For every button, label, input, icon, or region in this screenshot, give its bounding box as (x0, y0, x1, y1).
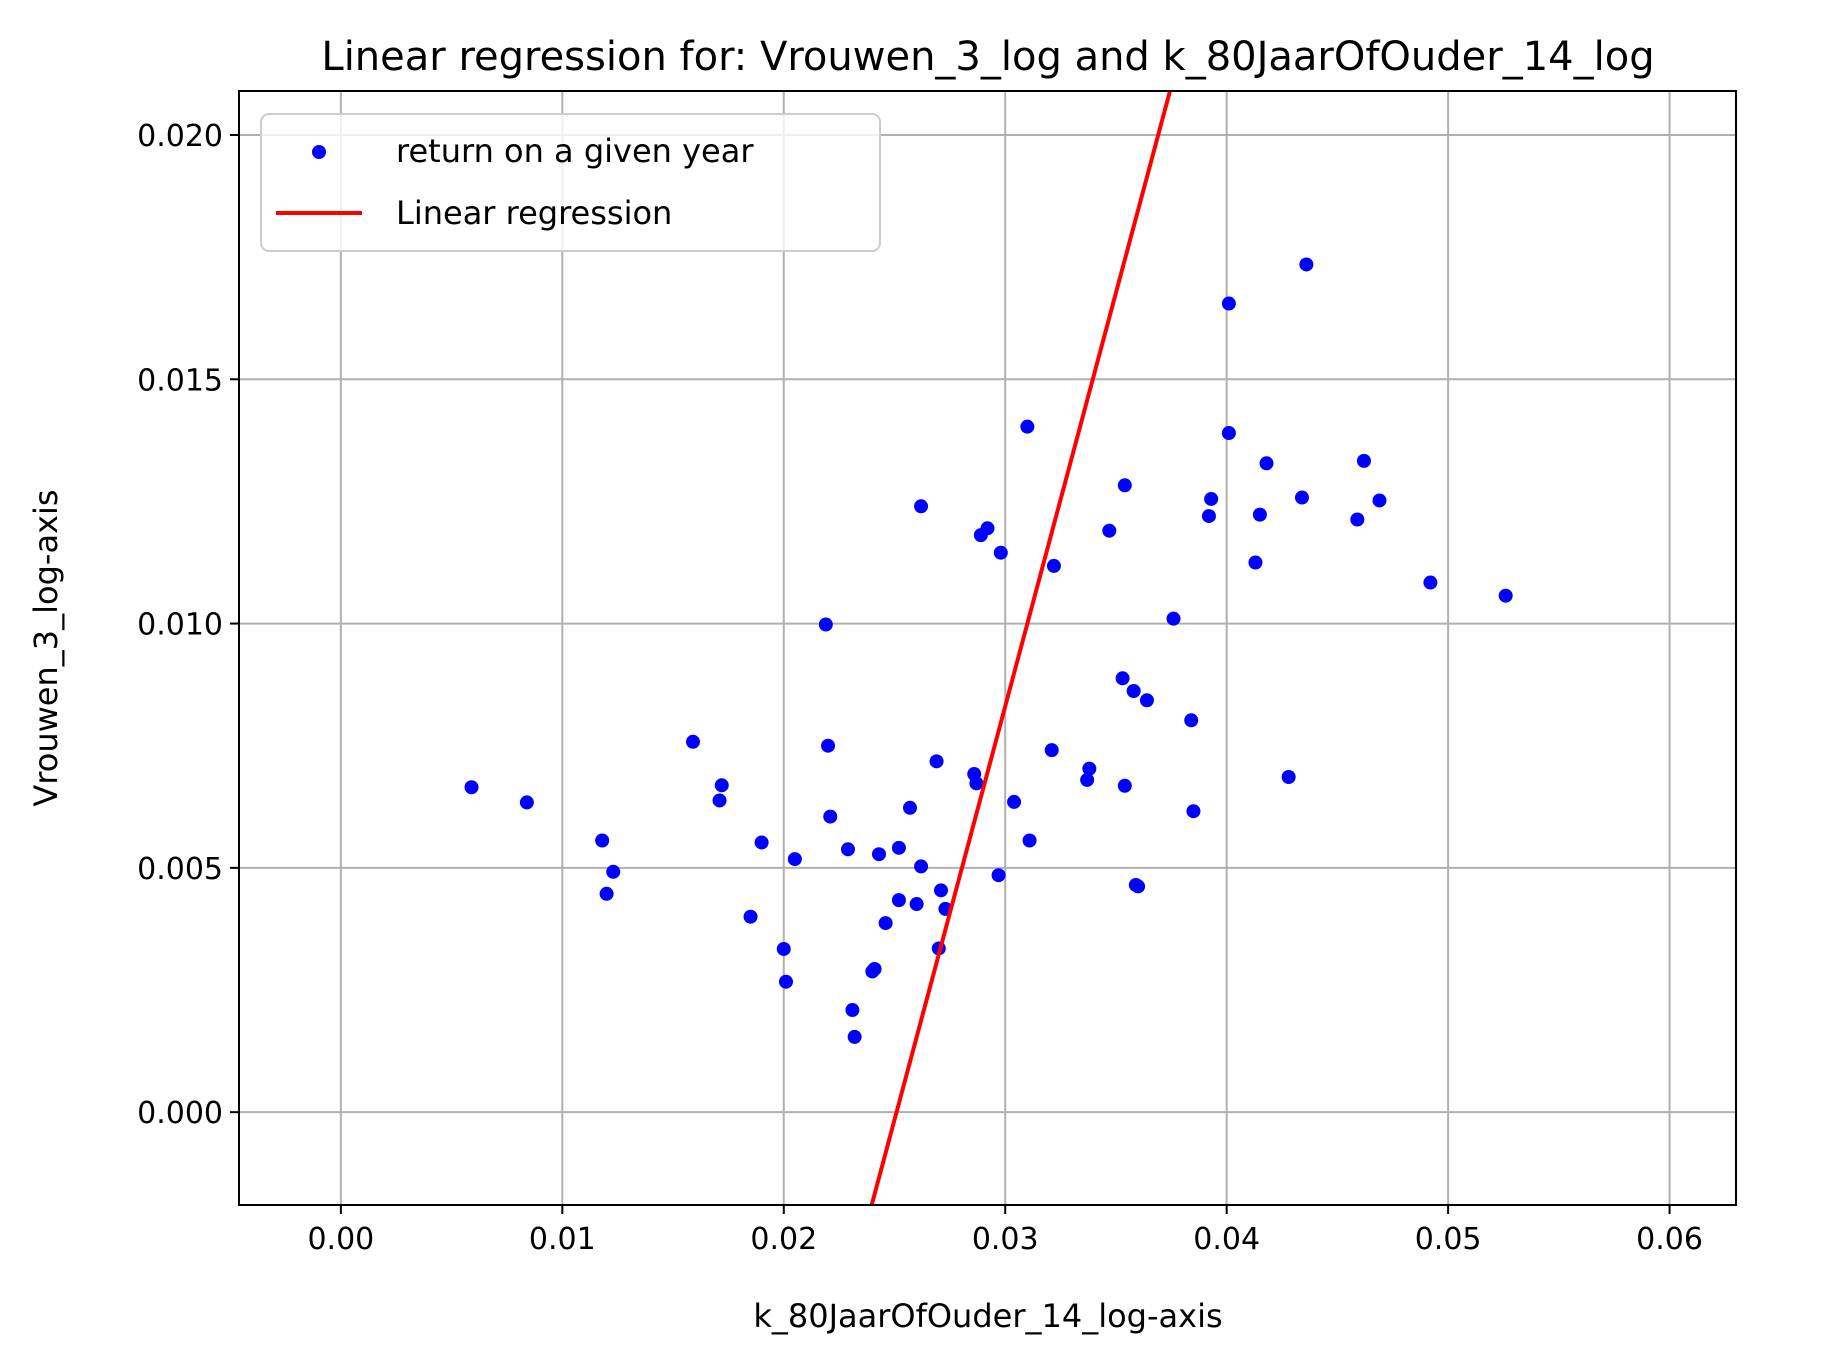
scatter-point (519, 795, 534, 810)
scatter-point (821, 738, 836, 753)
scatter-point (909, 897, 924, 912)
y-tick-label: 0.010 (137, 608, 223, 643)
scatter-point (1372, 493, 1387, 508)
scatter-point (929, 754, 944, 769)
scatter-point (845, 1003, 860, 1018)
scatter-point (787, 852, 802, 867)
scatter-point (1221, 296, 1236, 311)
scatter-point (1117, 478, 1132, 493)
scatter-point (980, 521, 995, 536)
scatter-point (1117, 778, 1132, 793)
scatter-point (1044, 743, 1059, 758)
x-tick-label: 0.02 (750, 1222, 817, 1257)
scatter-point (599, 886, 614, 901)
scatter-point (1248, 555, 1263, 570)
scatter-point (743, 909, 758, 924)
scatter-point (1294, 490, 1309, 505)
scatter-point (595, 833, 610, 848)
scatter-point (818, 617, 833, 632)
scatter-point (1022, 833, 1037, 848)
scatter-point (891, 893, 906, 908)
scatter-point (914, 499, 929, 514)
x-tick-label: 0.05 (1415, 1222, 1482, 1257)
scatter-point (1139, 693, 1154, 708)
scatter-point (847, 1029, 862, 1044)
scatter-point (714, 778, 729, 793)
scatter-point (891, 840, 906, 855)
scatter-point (1131, 879, 1146, 894)
legend-label-regression: Linear regression (396, 194, 672, 232)
scatter-point (1259, 456, 1274, 471)
scatter-point (1498, 588, 1513, 603)
scatter-point (778, 974, 793, 989)
x-tick-label: 0.00 (307, 1222, 374, 1257)
scatter-point (685, 734, 700, 749)
scatter-point (1423, 575, 1438, 590)
legend-scatter-marker (312, 145, 326, 159)
scatter-point (1166, 611, 1181, 626)
scatter-point (871, 847, 886, 862)
scatter-point (933, 883, 948, 898)
scatter-point (1299, 257, 1314, 272)
scatter-point (1252, 507, 1267, 522)
chart-title: Linear regression for: Vrouwen_3_log and… (321, 34, 1654, 80)
regression-line (869, 91, 1172, 1205)
grid-lines (239, 91, 1736, 1205)
x-tick-label: 0.03 (972, 1222, 1039, 1257)
x-tick-label: 0.01 (529, 1222, 596, 1257)
scatter-point (606, 864, 621, 879)
scatter-point (712, 793, 727, 808)
y-tick-label: 0.005 (137, 852, 223, 887)
plot-data (464, 91, 1513, 1205)
scatter-point (1356, 453, 1371, 468)
scatter-point (969, 776, 984, 791)
scatter-point (993, 545, 1008, 560)
axis-ticks: 0.00 0.01 0.02 0.03 0.04 0.05 0.06 0.000 0.005 0.… (137, 119, 1703, 1257)
y-axis-label: Vrouwen_3_log-axis (27, 489, 65, 806)
scatter-point (776, 941, 791, 956)
scatter-point (1115, 671, 1130, 686)
scatter-point (1186, 804, 1201, 819)
scatter-point (1201, 509, 1216, 524)
scatter-point (914, 859, 929, 874)
scatter-point (464, 780, 479, 795)
scatter-point (867, 962, 882, 977)
scatter-point (1221, 426, 1236, 441)
x-axis-label: k_80JaarOfOuder_14_log-axis (753, 1297, 1222, 1335)
plot-area (464, 91, 1513, 1205)
y-tick-label: 0.000 (137, 1096, 223, 1131)
legend: return on a given year Linear regression (260, 113, 881, 252)
scatter-point (1126, 683, 1141, 698)
scatter-point (1046, 558, 1061, 573)
scatter-point (1020, 419, 1035, 434)
scatter-point (754, 835, 769, 850)
scatter-point (1350, 512, 1365, 527)
plot-frame (238, 90, 1737, 1206)
y-tick-label: 0.015 (137, 363, 223, 398)
y-tick-label: 0.020 (137, 119, 223, 154)
scatter-point (1007, 794, 1022, 809)
scatter-point (1080, 772, 1095, 787)
scatter-point (902, 800, 917, 815)
scatter-point (1082, 761, 1097, 776)
legend-box (260, 113, 881, 252)
legend-label-scatter: return on a given year (396, 132, 754, 170)
scatter-point (840, 842, 855, 857)
x-tick-label: 0.04 (1193, 1222, 1260, 1257)
scatter-point (823, 809, 838, 824)
scatter-point (878, 916, 893, 931)
scatter-point (1281, 769, 1296, 784)
scatter-point (1102, 523, 1117, 538)
x-tick-label: 0.06 (1636, 1222, 1703, 1257)
scatter-point (991, 868, 1006, 883)
scatter-point (1184, 713, 1199, 728)
scatter-point (1204, 491, 1219, 506)
